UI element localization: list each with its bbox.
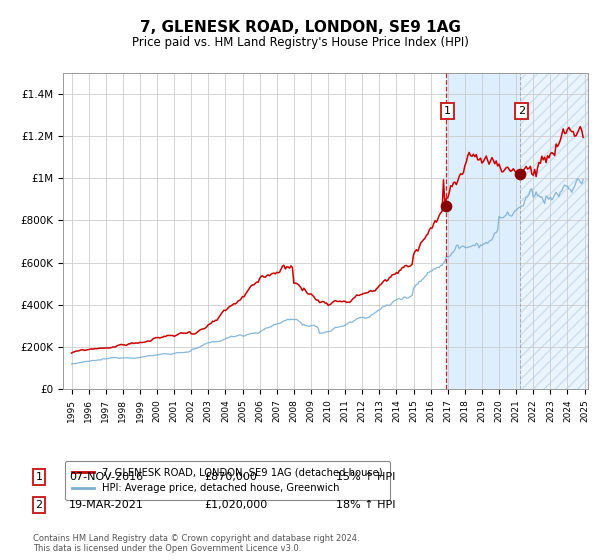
- Text: 1: 1: [444, 106, 451, 116]
- Text: 18% ↑ HPI: 18% ↑ HPI: [336, 500, 395, 510]
- Point: [515, 170, 524, 179]
- Text: Price paid vs. HM Land Registry's House Price Index (HPI): Price paid vs. HM Land Registry's House …: [131, 36, 469, 49]
- Text: £870,000: £870,000: [204, 472, 257, 482]
- Text: 07-NOV-2016: 07-NOV-2016: [69, 472, 143, 482]
- Text: 15% ↑ HPI: 15% ↑ HPI: [336, 472, 395, 482]
- Text: 19-MAR-2021: 19-MAR-2021: [69, 500, 144, 510]
- Text: Contains HM Land Registry data © Crown copyright and database right 2024.
This d: Contains HM Land Registry data © Crown c…: [33, 534, 359, 553]
- Bar: [446, 73, 520, 389]
- Text: 7, GLENESK ROAD, LONDON, SE9 1AG: 7, GLENESK ROAD, LONDON, SE9 1AG: [140, 20, 460, 35]
- Text: £1,020,000: £1,020,000: [204, 500, 267, 510]
- Legend: 7, GLENESK ROAD, LONDON, SE9 1AG (detached house), HPI: Average price, detached : 7, GLENESK ROAD, LONDON, SE9 1AG (detach…: [65, 461, 390, 500]
- Text: 2: 2: [518, 106, 525, 116]
- Text: 2: 2: [35, 500, 43, 510]
- Text: 1: 1: [35, 472, 43, 482]
- Point: [441, 201, 451, 210]
- Bar: [520, 73, 593, 389]
